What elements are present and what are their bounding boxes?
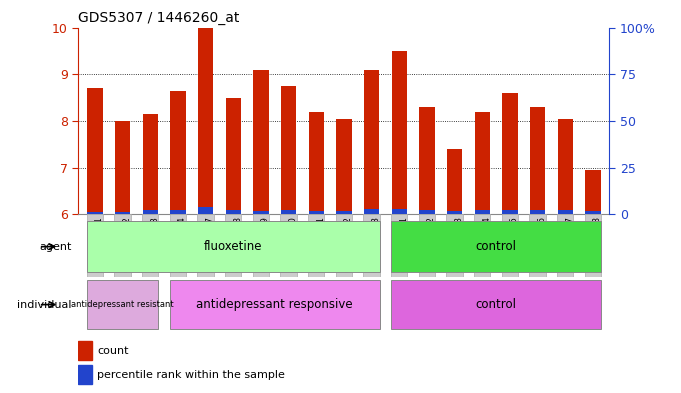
Text: individual: individual	[17, 299, 72, 310]
FancyBboxPatch shape	[170, 280, 380, 329]
Text: GSM1059563: GSM1059563	[455, 216, 464, 272]
FancyBboxPatch shape	[86, 280, 159, 329]
Bar	[336, 119, 351, 214]
Text: GSM1059568: GSM1059568	[593, 216, 602, 272]
Text: fluoxetine: fluoxetine	[204, 240, 262, 253]
Text: GSM1059580: GSM1059580	[289, 216, 298, 272]
Bar	[87, 212, 103, 214]
Text: agent: agent	[39, 242, 72, 252]
Bar	[392, 51, 407, 214]
Text: GSM1059566: GSM1059566	[537, 216, 547, 272]
Bar	[447, 211, 462, 214]
FancyBboxPatch shape	[253, 214, 269, 277]
Bar	[558, 119, 573, 214]
Bar	[142, 114, 158, 214]
Text: GSM1059577: GSM1059577	[206, 216, 215, 272]
Bar	[253, 211, 268, 214]
Bar	[78, 341, 91, 360]
Text: GSM1059592: GSM1059592	[123, 216, 131, 272]
FancyBboxPatch shape	[281, 214, 297, 277]
FancyBboxPatch shape	[529, 214, 545, 277]
Text: control: control	[475, 298, 517, 311]
Text: count: count	[97, 346, 129, 356]
Text: antidepressant responsive: antidepressant responsive	[196, 298, 353, 311]
Bar	[308, 211, 324, 214]
FancyBboxPatch shape	[391, 214, 407, 277]
Text: antidepressant resistant: antidepressant resistant	[72, 300, 174, 309]
Bar	[364, 209, 379, 214]
Bar	[530, 211, 545, 214]
Bar	[142, 211, 158, 214]
Text: GSM1059579: GSM1059579	[261, 216, 270, 272]
FancyBboxPatch shape	[557, 214, 573, 277]
Bar	[225, 211, 241, 214]
Text: GSM1059582: GSM1059582	[344, 216, 353, 272]
FancyBboxPatch shape	[502, 214, 518, 277]
FancyBboxPatch shape	[142, 214, 159, 277]
Text: GDS5307 / 1446260_at: GDS5307 / 1446260_at	[78, 11, 240, 25]
Bar	[503, 211, 518, 214]
Bar	[392, 209, 407, 214]
Text: GSM1059591: GSM1059591	[95, 216, 104, 272]
FancyBboxPatch shape	[197, 214, 214, 277]
FancyBboxPatch shape	[86, 214, 103, 277]
FancyBboxPatch shape	[336, 214, 352, 277]
FancyBboxPatch shape	[308, 214, 324, 277]
Bar	[447, 149, 462, 214]
Bar	[558, 211, 573, 214]
Bar	[364, 70, 379, 214]
Text: GSM1059562: GSM1059562	[427, 216, 436, 272]
Bar	[225, 97, 241, 214]
FancyBboxPatch shape	[391, 221, 601, 272]
Text: GSM1059567: GSM1059567	[565, 216, 574, 272]
Bar	[170, 90, 185, 214]
Bar	[198, 28, 213, 214]
Bar	[281, 86, 296, 214]
FancyBboxPatch shape	[86, 221, 380, 272]
Text: control: control	[475, 240, 517, 253]
Text: GSM1059581: GSM1059581	[316, 216, 326, 272]
Bar	[87, 88, 103, 214]
Text: GSM1059561: GSM1059561	[399, 216, 408, 272]
Text: GSM1059565: GSM1059565	[510, 216, 519, 272]
Bar	[585, 211, 601, 214]
FancyBboxPatch shape	[364, 214, 380, 277]
FancyBboxPatch shape	[447, 214, 462, 277]
Bar	[419, 209, 434, 214]
Bar	[78, 365, 91, 384]
Bar	[530, 107, 545, 214]
Bar	[170, 209, 185, 214]
FancyBboxPatch shape	[225, 214, 241, 277]
Bar	[419, 107, 434, 214]
Bar	[475, 211, 490, 214]
Bar	[253, 70, 268, 214]
Text: GSM1059564: GSM1059564	[482, 216, 491, 272]
FancyBboxPatch shape	[114, 214, 131, 277]
Text: GSM1059593: GSM1059593	[151, 216, 159, 272]
Text: GSM1059583: GSM1059583	[372, 216, 381, 272]
Bar	[115, 212, 130, 214]
FancyBboxPatch shape	[391, 280, 601, 329]
Text: GSM1059578: GSM1059578	[233, 216, 242, 272]
FancyBboxPatch shape	[474, 214, 490, 277]
FancyBboxPatch shape	[585, 214, 601, 277]
Bar	[308, 112, 324, 214]
Bar	[475, 112, 490, 214]
FancyBboxPatch shape	[170, 214, 186, 277]
Bar	[503, 93, 518, 214]
Bar	[281, 211, 296, 214]
Text: GSM1059594: GSM1059594	[178, 216, 187, 272]
Bar	[585, 170, 601, 214]
Bar	[336, 211, 351, 214]
Bar	[198, 207, 213, 214]
FancyBboxPatch shape	[419, 214, 435, 277]
Bar	[115, 121, 130, 214]
Text: percentile rank within the sample: percentile rank within the sample	[97, 370, 285, 380]
